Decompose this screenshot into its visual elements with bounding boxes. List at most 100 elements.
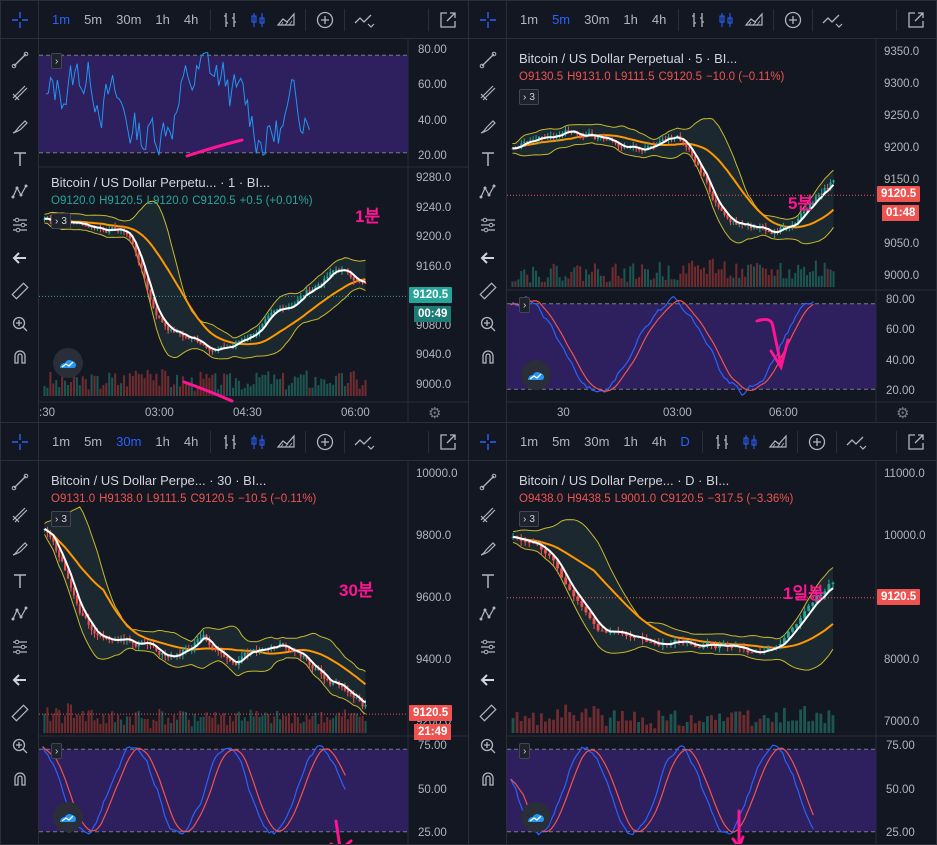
- bars-style-icon[interactable]: [216, 428, 244, 456]
- pattern-icon[interactable]: [5, 175, 35, 208]
- interval-5m[interactable]: 5m: [84, 12, 103, 27]
- area-style-icon[interactable]: [272, 6, 300, 34]
- crosshair-icon[interactable]: [469, 423, 507, 461]
- tradingview-logo-icon[interactable]: [521, 802, 551, 832]
- zoom-in-icon[interactable]: [473, 307, 503, 340]
- candles-style-icon[interactable]: [712, 6, 740, 34]
- trend-line-icon[interactable]: [473, 465, 503, 498]
- area-style-icon[interactable]: [740, 6, 768, 34]
- forecast-icon[interactable]: [5, 630, 35, 663]
- interval-30m[interactable]: 30m: [116, 12, 142, 27]
- indicator-pane-toggle[interactable]: ›: [51, 743, 63, 759]
- bars-style-icon[interactable]: [708, 428, 736, 456]
- interval-D[interactable]: D: [680, 434, 690, 449]
- symbol-title[interactable]: Bitcoin / US Dollar Perpetu... · 1 · BI.…: [51, 175, 270, 190]
- symbol-title[interactable]: Bitcoin / US Dollar Perpetual · 5 · BI..…: [519, 51, 738, 66]
- add-indicator-icon[interactable]: [779, 6, 807, 34]
- zoom-in-icon[interactable]: [5, 729, 35, 762]
- crosshair-icon[interactable]: [469, 1, 507, 39]
- back-arrow-icon[interactable]: [473, 241, 503, 274]
- indicators-toggle[interactable]: › 3: [51, 213, 71, 229]
- interval-4h[interactable]: 4h: [651, 434, 667, 449]
- interval-5m[interactable]: 5m: [84, 434, 103, 449]
- interval-30m[interactable]: 30m: [116, 434, 142, 449]
- interval-1h[interactable]: 1h: [623, 12, 638, 27]
- tradingview-logo-icon[interactable]: [53, 348, 83, 378]
- interval-5m[interactable]: 5m: [552, 12, 571, 27]
- indicator-pane-toggle[interactable]: ›: [519, 297, 531, 313]
- settings-gear-icon[interactable]: ⚙: [896, 405, 910, 422]
- compare-icon[interactable]: [350, 428, 378, 456]
- forecast-icon[interactable]: [473, 630, 503, 663]
- ruler-icon[interactable]: [473, 696, 503, 729]
- plot-area[interactable]: Bitcoin / US Dollar Perpetual · 5 · BI..…: [507, 39, 936, 422]
- interval-5m[interactable]: 5m: [552, 434, 571, 449]
- ruler-icon[interactable]: [5, 274, 35, 307]
- interval-1h[interactable]: 1h: [623, 434, 638, 449]
- plot-area[interactable]: Bitcoin / US Dollar Perpetu... · 1 · BI.…: [39, 39, 468, 422]
- trend-line-icon[interactable]: [473, 43, 503, 76]
- indicator-pane-toggle[interactable]: ›: [519, 743, 531, 759]
- back-arrow-icon[interactable]: [473, 663, 503, 696]
- trend-line-icon[interactable]: [5, 43, 35, 76]
- interval-1m[interactable]: 1m: [520, 434, 539, 449]
- brush-icon[interactable]: [473, 109, 503, 142]
- ruler-icon[interactable]: [5, 696, 35, 729]
- brush-icon[interactable]: [473, 531, 503, 564]
- indicators-toggle[interactable]: › 3: [51, 511, 71, 527]
- candles-style-icon[interactable]: [244, 428, 272, 456]
- add-indicator-icon[interactable]: [311, 6, 339, 34]
- zoom-in-icon[interactable]: [473, 729, 503, 762]
- interval-4h[interactable]: 4h: [183, 434, 199, 449]
- interval-1m[interactable]: 1m: [52, 434, 71, 449]
- candles-style-icon[interactable]: [736, 428, 764, 456]
- bars-style-icon[interactable]: [216, 6, 244, 34]
- forecast-icon[interactable]: [473, 208, 503, 241]
- pattern-icon[interactable]: [5, 597, 35, 630]
- fib-retracement-icon[interactable]: [5, 76, 35, 109]
- symbol-title[interactable]: Bitcoin / US Dollar Perpe... · 30 · BI..…: [51, 473, 267, 488]
- interval-4h[interactable]: 4h: [651, 12, 667, 27]
- back-arrow-icon[interactable]: [5, 663, 35, 696]
- text-tool-icon[interactable]: [473, 564, 503, 597]
- compare-icon[interactable]: [818, 6, 846, 34]
- area-style-icon[interactable]: [764, 428, 792, 456]
- indicator-pane-toggle[interactable]: ›: [51, 53, 63, 69]
- trend-line-icon[interactable]: [5, 465, 35, 498]
- text-tool-icon[interactable]: [5, 142, 35, 175]
- text-tool-icon[interactable]: [5, 564, 35, 597]
- fib-retracement-icon[interactable]: [5, 498, 35, 531]
- text-tool-icon[interactable]: [473, 142, 503, 175]
- compare-icon[interactable]: [842, 428, 870, 456]
- interval-4h[interactable]: 4h: [183, 12, 199, 27]
- fib-retracement-icon[interactable]: [473, 76, 503, 109]
- indicators-toggle[interactable]: › 3: [519, 511, 539, 527]
- settings-gear-icon[interactable]: ⚙: [428, 405, 442, 422]
- magnet-icon[interactable]: [5, 340, 35, 373]
- tradingview-logo-icon[interactable]: [521, 360, 551, 390]
- indicators-toggle[interactable]: › 3: [519, 89, 539, 105]
- interval-1h[interactable]: 1h: [155, 434, 170, 449]
- zoom-in-icon[interactable]: [5, 307, 35, 340]
- ruler-icon[interactable]: [473, 274, 503, 307]
- crosshair-icon[interactable]: [1, 1, 39, 39]
- symbol-title[interactable]: Bitcoin / US Dollar Perpe... · D · BI...: [519, 473, 730, 488]
- candles-style-icon[interactable]: [244, 6, 272, 34]
- popout-icon[interactable]: [434, 428, 462, 456]
- popout-icon[interactable]: [902, 428, 930, 456]
- magnet-icon[interactable]: [473, 340, 503, 373]
- pattern-icon[interactable]: [473, 597, 503, 630]
- forecast-icon[interactable]: [5, 208, 35, 241]
- tradingview-logo-icon[interactable]: [53, 802, 83, 832]
- popout-icon[interactable]: [902, 6, 930, 34]
- add-indicator-icon[interactable]: [311, 428, 339, 456]
- fib-retracement-icon[interactable]: [473, 498, 503, 531]
- interval-30m[interactable]: 30m: [584, 12, 610, 27]
- interval-1m[interactable]: 1m: [52, 12, 71, 27]
- interval-30m[interactable]: 30m: [584, 434, 610, 449]
- popout-icon[interactable]: [434, 6, 462, 34]
- back-arrow-icon[interactable]: [5, 241, 35, 274]
- magnet-icon[interactable]: [473, 762, 503, 795]
- brush-icon[interactable]: [5, 109, 35, 142]
- pattern-icon[interactable]: [473, 175, 503, 208]
